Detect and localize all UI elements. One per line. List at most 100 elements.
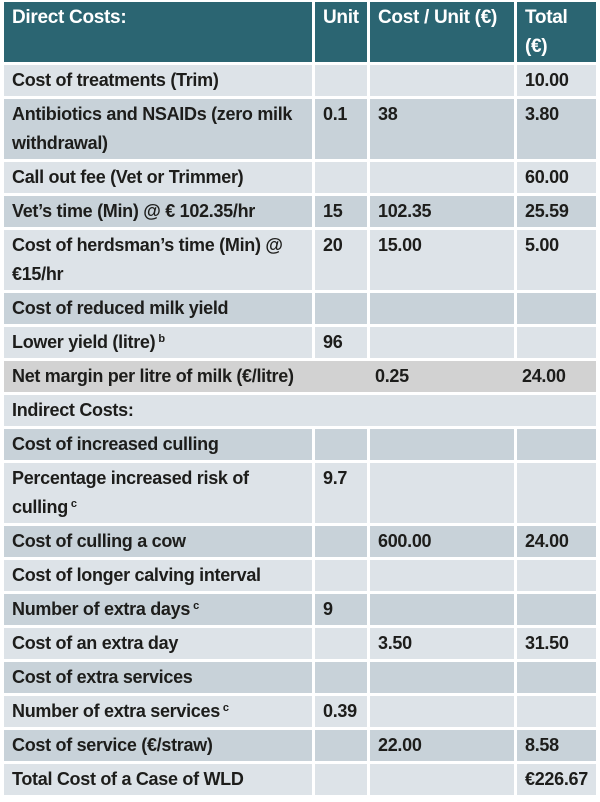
table-row: Cost of an extra day 3.50 31.50 — [4, 628, 596, 659]
section-label: Indirect Costs: — [4, 395, 312, 426]
table-row: Net margin per litre of milk (€/litre) 0… — [4, 361, 596, 392]
unit-cell — [312, 293, 367, 324]
total-cell — [514, 662, 596, 693]
unit-cell: 9.7 — [312, 463, 367, 523]
direct-costs-table: Direct Costs: Unit Cost / Unit (€) Total… — [4, 2, 596, 795]
row-label: Cost of treatments (Trim) — [4, 65, 312, 96]
total-cell — [514, 594, 596, 625]
row-label-text: Indirect Costs: — [12, 400, 134, 420]
total-cell: 24.00 — [514, 361, 596, 392]
cost-per-unit-cell: 15.00 — [367, 230, 514, 290]
unit-cell — [312, 65, 367, 96]
row-label-text: Lower yield (litre) — [12, 332, 156, 352]
cost-per-unit-cell — [367, 327, 514, 358]
row-label-text: Cost of extra services — [12, 667, 193, 687]
total-row: Total Cost of a Case of WLD €226.67 — [4, 764, 596, 795]
row-label-text: Cost of longer calving interval — [12, 565, 261, 585]
table-row: Cost of treatments (Trim) 10.00 — [4, 65, 596, 96]
cost-per-unit-cell — [367, 594, 514, 625]
cost-per-unit-cell: 600.00 — [367, 526, 514, 557]
row-label-text: Number of extra days — [12, 599, 191, 619]
row-label-text: Total Cost of a Case of WLD — [12, 769, 244, 789]
unit-cell — [312, 361, 367, 392]
column-header-total: Total (€) — [514, 2, 596, 62]
cost-per-unit-cell — [367, 429, 514, 460]
unit-cell — [312, 395, 367, 426]
table-row: Number of extra services c 0.39 — [4, 696, 596, 727]
table-row: Antibiotics and NSAIDs (zero milk withdr… — [4, 99, 596, 159]
footnote-marker: c — [222, 702, 229, 714]
total-cell: 8.58 — [514, 730, 596, 761]
row-label: Net margin per litre of milk (€/litre) — [4, 361, 312, 392]
cost-per-unit-cell: 3.50 — [367, 628, 514, 659]
total-cell — [514, 696, 596, 727]
cost-per-unit-cell: 102.35 — [367, 196, 514, 227]
table-row: Cost of longer calving interval — [4, 560, 596, 591]
footnote-marker: c — [70, 498, 77, 510]
row-label-text: Call out fee (Vet or Trimmer) — [12, 167, 244, 187]
row-label: Cost of extra services — [4, 662, 312, 693]
footnote-marker: b — [158, 333, 165, 345]
row-label: Cost of longer calving interval — [4, 560, 312, 591]
unit-cell — [312, 560, 367, 591]
table-row: Cost of service (€/straw) 22.00 8.58 — [4, 730, 596, 761]
row-label: Number of extra services c — [4, 696, 312, 727]
table-row: Cost of reduced milk yield — [4, 293, 596, 324]
row-label-text: Cost of service (€/straw) — [12, 735, 213, 755]
unit-cell — [312, 662, 367, 693]
row-label: Cost of culling a cow — [4, 526, 312, 557]
total-cell: 31.50 — [514, 628, 596, 659]
row-label-text: Number of extra services — [12, 701, 220, 721]
row-label-text: Cost of increased culling — [12, 434, 219, 454]
row-label: Lower yield (litre) b — [4, 327, 312, 358]
cost-per-unit-cell: 38 — [367, 99, 514, 159]
row-label-text: Antibiotics and NSAIDs (zero milk withdr… — [12, 104, 293, 153]
total-cell: 60.00 — [514, 162, 596, 193]
cost-per-unit-cell — [367, 463, 514, 523]
unit-cell: 9 — [312, 594, 367, 625]
row-label: Vet’s time (Min) @ € 102.35/hr — [4, 196, 312, 227]
total-cell: 24.00 — [514, 526, 596, 557]
column-header-unit: Unit — [312, 2, 367, 62]
footnote-marker: c — [193, 600, 199, 612]
total-cell: 25.59 — [514, 196, 596, 227]
cost-per-unit-cell — [367, 560, 514, 591]
unit-cell: 96 — [312, 327, 367, 358]
unit-cell: 20 — [312, 230, 367, 290]
unit-cell — [312, 764, 367, 795]
row-label: Call out fee (Vet or Trimmer) — [4, 162, 312, 193]
row-label-text: Percentage increased risk of culling — [12, 468, 249, 517]
column-header-direct-costs: Direct Costs: — [4, 2, 312, 62]
row-label: Number of extra days c — [4, 594, 312, 625]
table-row: Call out fee (Vet or Trimmer) 60.00 — [4, 162, 596, 193]
cost-per-unit-cell — [367, 696, 514, 727]
row-label-text: Vet’s time (Min) @ € 102.35/hr — [12, 201, 255, 221]
cost-per-unit-cell — [367, 293, 514, 324]
total-cell — [514, 463, 596, 523]
row-label: Cost of service (€/straw) — [4, 730, 312, 761]
row-label: Cost of reduced milk yield — [4, 293, 312, 324]
total-cell — [514, 429, 596, 460]
cost-per-unit-cell: 22.00 — [367, 730, 514, 761]
table-row: Cost of increased culling — [4, 429, 596, 460]
row-label-text: Cost of culling a cow — [12, 531, 186, 551]
unit-cell — [312, 730, 367, 761]
cost-per-unit-cell — [367, 65, 514, 96]
row-label: Antibiotics and NSAIDs (zero milk withdr… — [4, 99, 312, 159]
table-row: Vet’s time (Min) @ € 102.35/hr 15 102.35… — [4, 196, 596, 227]
row-label-text: Cost of treatments (Trim) — [12, 70, 219, 90]
cost-per-unit-cell — [367, 662, 514, 693]
cost-per-unit-cell — [367, 395, 514, 426]
total-cell — [514, 395, 596, 426]
unit-cell — [312, 162, 367, 193]
unit-cell: 0.1 — [312, 99, 367, 159]
unit-cell: 15 — [312, 196, 367, 227]
table-header-row: Direct Costs: Unit Cost / Unit (€) Total… — [4, 2, 596, 62]
total-cell — [514, 327, 596, 358]
row-label-text: Net margin per litre of milk (€/litre) — [12, 366, 294, 386]
total-cell — [514, 293, 596, 324]
total-cell: 3.80 — [514, 99, 596, 159]
unit-cell — [312, 628, 367, 659]
cost-per-unit-cell — [367, 162, 514, 193]
